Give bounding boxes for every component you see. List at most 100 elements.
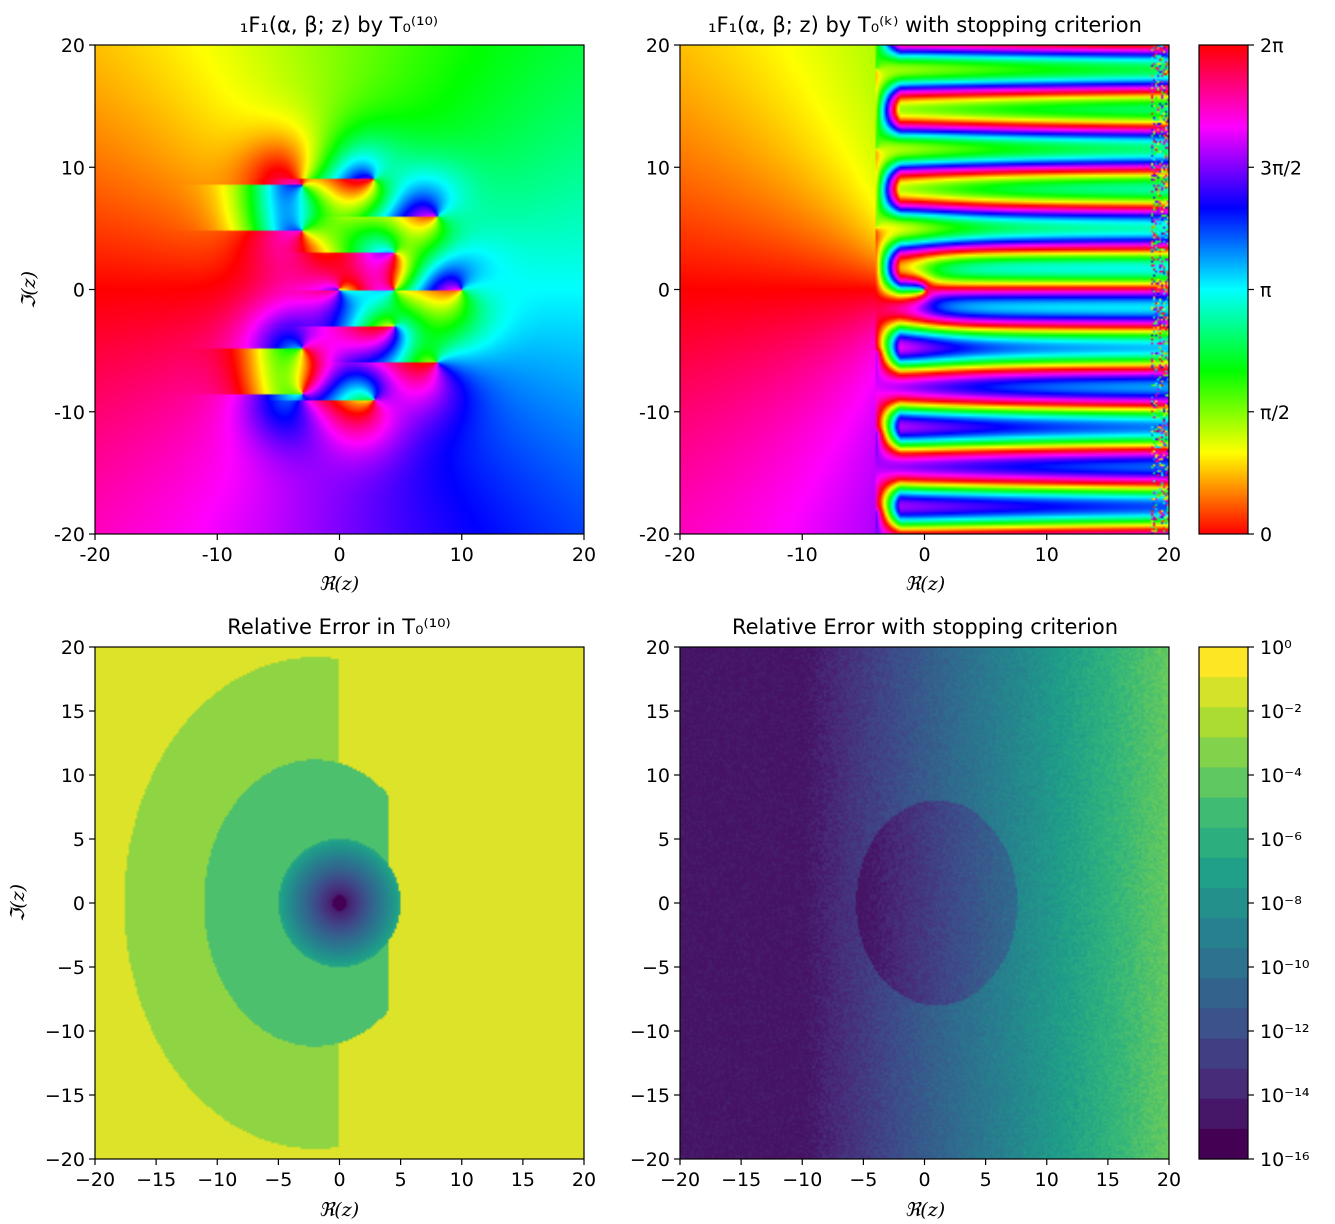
- x-label-1: ℜ(z): [319, 573, 359, 595]
- y-tick-label: −20: [630, 1149, 670, 1171]
- panel-phase-stopping: ₁F₁(α, β; z) by T₀⁽ᵏ⁾ with stopping crit…: [639, 13, 1302, 595]
- x-tick-label: -10: [787, 544, 818, 566]
- x-tick-label: −15: [721, 1169, 761, 1191]
- y-tick-label: 5: [73, 829, 85, 851]
- colorbar-tick-label: 0: [1260, 524, 1272, 546]
- phase-colorbar-ticks: 2π 3π/2 π π/2 0: [1248, 35, 1302, 546]
- error-colorbar-ticks: 10⁰ 10⁻² 10⁻⁴ 10⁻⁶ 10⁻⁸ 10⁻¹⁰ 10⁻¹² 10⁻¹⁴ 10⁻¹⁶: [1248, 637, 1310, 1171]
- error-colorbar: [1199, 647, 1248, 1160]
- colorbar-level: [1199, 767, 1248, 798]
- y-tick-label: −5: [642, 957, 670, 979]
- y-tick-label: 0: [73, 893, 85, 915]
- y-tick-label: 10: [61, 765, 85, 787]
- y-ticks-2: 20 10 0 -10 -20: [639, 35, 680, 546]
- x-tick-label: 0: [918, 544, 930, 566]
- x-tick-label: −20: [75, 1169, 115, 1191]
- y-tick-label: 5: [658, 829, 670, 851]
- y-tick-label: -10: [54, 402, 85, 424]
- y-tick-label: 20: [61, 637, 85, 659]
- x-tick-label: 10: [1035, 544, 1059, 566]
- y-ticks-3: 20 15 10 5 0 −5 −10 −15 −20: [45, 637, 95, 1171]
- title-3: Relative Error in T₀⁽¹⁰⁾: [227, 615, 450, 639]
- colorbar-level: [1199, 1008, 1248, 1039]
- x-tick-label: -20: [79, 544, 110, 566]
- y-tick-label: -20: [639, 524, 670, 546]
- colorbar-level: [1199, 828, 1248, 859]
- x-tick-label: -10: [202, 544, 233, 566]
- x-tick-label: 5: [395, 1169, 407, 1191]
- colorbar-tick-label: 10⁻¹²: [1260, 1021, 1309, 1043]
- colorbar-level: [1199, 1129, 1248, 1160]
- colorbar-tick-label: 10⁻¹⁴: [1260, 1085, 1310, 1107]
- x-ticks-3: −20 −15 −10 −5 0 5 10 15 20: [75, 1159, 596, 1191]
- y-tick-label: 20: [61, 35, 85, 57]
- colorbar-level: [1199, 918, 1248, 949]
- colorbar-level: [1199, 858, 1248, 889]
- x-tick-label: −15: [136, 1169, 176, 1191]
- colorbar-level: [1199, 677, 1248, 708]
- colorbar-tick-label: 10⁻¹⁰: [1260, 957, 1309, 979]
- y-tick-label: 10: [646, 765, 670, 787]
- x-tick-label: −5: [849, 1169, 877, 1191]
- x-ticks-2: -20 -10 0 10 20: [664, 534, 1181, 566]
- x-tick-label: 10: [450, 544, 474, 566]
- x-tick-label: −20: [660, 1169, 700, 1191]
- x-tick-label: -20: [664, 544, 695, 566]
- colorbar-level: [1199, 647, 1248, 678]
- x-tick-label: 20: [572, 544, 596, 566]
- panel-phase-t10: ₁F₁(α, β; z) by T₀⁽¹⁰⁾ -20 -10 0 10 20 20 10 0…: [18, 13, 596, 595]
- error-heatmap-2: [680, 647, 1169, 1159]
- y-tick-label: −5: [57, 957, 85, 979]
- colorbar-tick-label: 3π/2: [1260, 157, 1302, 179]
- colorbar-tick-label: 10⁻⁴: [1260, 765, 1302, 787]
- x-tick-label: 10: [450, 1169, 474, 1191]
- colorbar-tick-label: π: [1260, 280, 1271, 302]
- x-tick-label: −5: [264, 1169, 292, 1191]
- x-label-3: ℜ(z): [319, 1199, 359, 1221]
- y-tick-label: 0: [73, 280, 85, 302]
- colorbar-level: [1199, 707, 1248, 738]
- panel-error-stopping: Relative Error with stopping criterion −…: [630, 615, 1310, 1221]
- y-tick-label: 15: [646, 701, 670, 723]
- x-tick-label: 0: [333, 1169, 345, 1191]
- colorbar-level: [1199, 948, 1248, 979]
- x-tick-label: 15: [1096, 1169, 1120, 1191]
- error-heatmap-1: [95, 647, 584, 1159]
- y-label-1: ℑ(z): [18, 271, 40, 309]
- colorbar-tick-label: 10⁻¹⁶: [1260, 1149, 1309, 1171]
- y-tick-label: 10: [61, 157, 85, 179]
- x-tick-label: 0: [918, 1169, 930, 1191]
- phase-colorbar: [1199, 45, 1248, 534]
- y-tick-label: 0: [658, 280, 670, 302]
- y-tick-label: 20: [646, 637, 670, 659]
- x-tick-label: 20: [572, 1169, 596, 1191]
- x-tick-label: 0: [333, 544, 345, 566]
- colorbar-tick-label: 10⁻⁶: [1260, 829, 1302, 851]
- title-2: ₁F₁(α, β; z) by T₀⁽ᵏ⁾ with stopping crit…: [708, 13, 1142, 37]
- y-label-3: ℑ(z): [7, 884, 29, 922]
- y-tick-label: 0: [658, 893, 670, 915]
- y-tick-label: −15: [45, 1085, 85, 1107]
- y-tick-label: −20: [45, 1149, 85, 1171]
- x-tick-label: −10: [782, 1169, 822, 1191]
- y-tick-label: -10: [639, 402, 670, 424]
- y-tick-label: −15: [630, 1085, 670, 1107]
- colorbar-level: [1199, 888, 1248, 919]
- x-tick-label: 15: [511, 1169, 535, 1191]
- x-tick-label: 10: [1035, 1169, 1059, 1191]
- y-tick-label: 15: [61, 701, 85, 723]
- x-tick-label: −10: [197, 1169, 237, 1191]
- y-tick-label: −10: [630, 1021, 670, 1043]
- colorbar-tick-label: π/2: [1260, 402, 1290, 424]
- colorbar-level: [1199, 798, 1248, 829]
- x-tick-label: 20: [1157, 544, 1181, 566]
- phase-heatmap-1: [95, 45, 584, 534]
- x-label-2: ℜ(z): [905, 573, 945, 595]
- colorbar-level: [1199, 1099, 1248, 1130]
- y-tick-label: 10: [646, 157, 670, 179]
- y-tick-label: −10: [45, 1021, 85, 1043]
- x-label-4: ℜ(z): [905, 1199, 945, 1221]
- colorbar-level: [1199, 1039, 1248, 1070]
- y-ticks-1: 20 10 0 -10 -20: [54, 35, 95, 546]
- title-4: Relative Error with stopping criterion: [732, 615, 1118, 639]
